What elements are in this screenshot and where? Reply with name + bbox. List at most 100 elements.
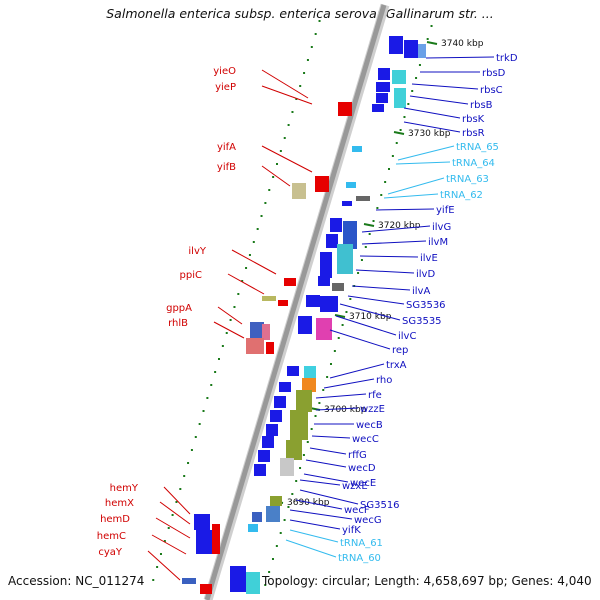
tick-dot	[291, 111, 294, 113]
leader-line	[305, 459, 347, 468]
tick-dot	[287, 506, 290, 508]
leader-line	[329, 329, 391, 350]
gene-label: wecE	[350, 478, 376, 489]
forward-gene-block	[346, 182, 356, 188]
gene-label: yifB	[217, 162, 236, 173]
reverse-gene-block	[250, 322, 264, 338]
tick-dot	[233, 306, 236, 308]
coordinate-label: 3710 kbp	[349, 312, 392, 322]
leader-line	[403, 121, 461, 133]
tick-dot	[364, 246, 367, 248]
gene-label: wecD	[348, 463, 376, 474]
tick-dot	[341, 324, 344, 326]
tick-dot	[426, 38, 429, 40]
gene-label: ilvC	[398, 331, 416, 342]
gene-label: yieO	[213, 66, 236, 77]
reverse-gene-block	[196, 530, 214, 554]
tick-dot	[275, 545, 278, 547]
tick-dot	[171, 514, 174, 516]
forward-gene-block	[298, 316, 312, 334]
forward-gene-block	[290, 410, 308, 440]
tick-dot	[310, 428, 313, 430]
tick-dot	[152, 579, 155, 581]
leader-line	[261, 165, 291, 187]
tick-dot	[156, 566, 159, 568]
forward-gene-block	[320, 264, 332, 278]
tick-dot	[372, 220, 375, 222]
gene-label: tRNA_60	[338, 553, 381, 564]
leader-line	[151, 534, 187, 555]
tick-dot	[303, 72, 306, 74]
gene-label: SG3535	[402, 316, 442, 327]
forward-gene-block	[287, 366, 299, 376]
gene-label: rffG	[348, 450, 367, 461]
gene-label: rbsC	[480, 85, 503, 96]
leader-line	[409, 95, 469, 105]
leader-line	[213, 321, 245, 339]
tick-dot	[314, 33, 317, 35]
tick-dot	[198, 423, 201, 425]
leader-line	[217, 306, 243, 325]
gene-label: wzzE	[360, 404, 385, 415]
tick-dot	[295, 98, 298, 100]
forward-gene-block	[286, 440, 302, 460]
tick-dot	[387, 168, 390, 170]
tick-dot	[190, 449, 193, 451]
gene-label: ilvD	[416, 269, 435, 280]
leader-line	[289, 509, 353, 520]
tick-dot	[299, 85, 302, 87]
tick-dot	[306, 59, 309, 61]
tick-dot	[326, 376, 329, 378]
forward-gene-block	[320, 296, 338, 312]
tick-dot	[202, 410, 205, 412]
gene-features	[182, 36, 426, 594]
tick-dot	[260, 215, 263, 217]
forward-gene-block	[248, 524, 258, 532]
gene-label: yifE	[436, 205, 455, 216]
tick-dot	[163, 540, 166, 542]
leader-line	[147, 550, 181, 581]
gene-label: ilvE	[420, 253, 438, 264]
leader-line	[289, 519, 341, 530]
position-ticks: 3740 kbp 3730 kbp 3720 kbp 3710 kbp 3700 kbp…	[152, 20, 484, 586]
gene-label: ilvG	[432, 222, 451, 233]
coordinate-label: 3700 kbp	[324, 405, 367, 415]
forward-gene-block	[262, 436, 274, 448]
reverse-gene-block	[266, 342, 274, 354]
reverse-gene-block	[338, 102, 352, 116]
leader-line	[397, 145, 455, 161]
gene-label: rbsD	[482, 68, 506, 79]
leader-line	[315, 393, 367, 399]
forward-gene-block	[318, 276, 330, 286]
tick-dot	[306, 441, 309, 443]
forward-gene-block	[316, 318, 332, 340]
tick-dot	[345, 311, 348, 313]
gene-label: tRNA_62	[440, 190, 483, 201]
leader-line	[315, 407, 359, 411]
tick-dot	[368, 233, 371, 235]
coordinate-tick	[363, 223, 375, 227]
tick-dot	[314, 415, 317, 417]
forward-gene-block	[254, 464, 266, 476]
gene-label: rho	[376, 375, 392, 386]
forward-gene-block	[266, 424, 278, 436]
leader-line	[347, 295, 405, 305]
forward-gene-block	[372, 104, 384, 112]
forward-gene-block	[343, 221, 357, 249]
leader-line	[375, 208, 435, 211]
tick-dot	[159, 553, 162, 555]
gene-label: yieP	[215, 82, 236, 93]
gene-label: wecC	[352, 434, 379, 445]
forward-gene-block	[389, 36, 403, 54]
forward-gene-block	[296, 390, 312, 412]
leader-line	[351, 285, 411, 291]
leader-line	[359, 255, 419, 258]
forward-gene-block	[392, 70, 406, 84]
forward-gene-block	[394, 88, 406, 108]
forward-gene-block	[330, 218, 342, 232]
tick-dot	[430, 25, 433, 27]
gene-label: ppiC	[180, 270, 202, 281]
gene-label: rep	[392, 345, 408, 356]
tick-dot	[271, 558, 274, 560]
